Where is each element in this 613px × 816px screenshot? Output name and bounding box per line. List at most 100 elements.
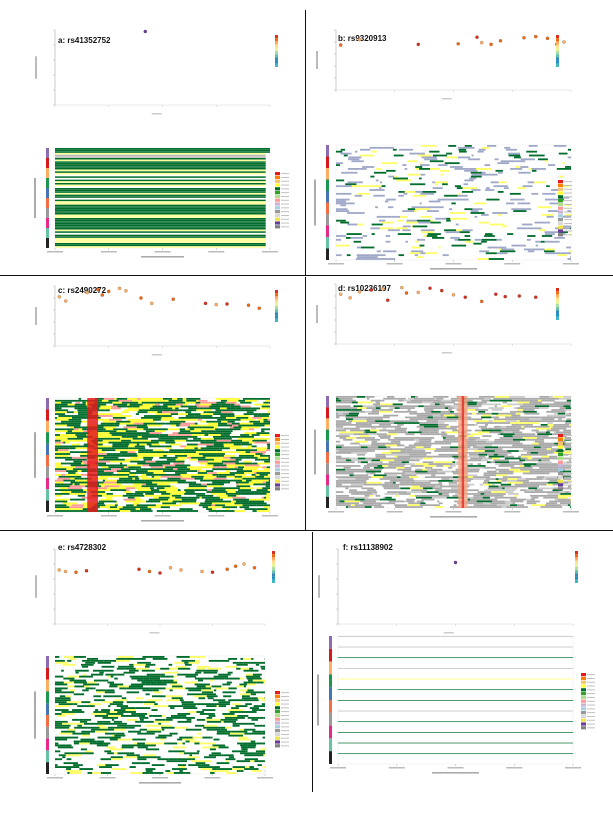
heatmap-cell [476,440,481,443]
heatmap-cell [141,434,155,436]
heatmap-cell [250,693,257,696]
heatmap-cell [90,659,104,662]
heatmap-cell [434,397,437,400]
heatmap-cell [420,229,435,232]
heatmap-cell [228,657,238,660]
heatmap-cell [208,659,215,662]
heatmap-cell [515,166,521,168]
heatmap-cell [532,491,547,493]
heatmap-cell [184,663,192,666]
tissue-track-segment [329,674,332,688]
heatmap-cell [559,231,568,234]
heatmap-cell [336,485,350,488]
heatmap-cell [61,711,72,713]
data-point [562,40,566,44]
heatmap-cell [385,235,391,237]
heatmap-cell [250,451,267,454]
heatmap-cell [547,210,558,212]
heatmap-cell [520,435,534,437]
heatmap-cell [384,493,399,495]
heatmap-cell [121,455,138,457]
heatmap-cell [244,432,257,435]
heatmap-cell [389,483,395,486]
heatmap-cell [528,425,543,428]
heatmap-x-tick-label-mark [506,767,523,769]
heatmap-cell [66,411,74,414]
heatmap-cell [526,489,535,492]
heatmap-cell [356,470,366,473]
heatmap-cell [404,466,412,469]
heatmap-cell [183,705,196,708]
heatmap-cell [396,461,402,464]
heatmap-cell [510,498,513,501]
heatmap-cell [222,462,236,465]
heatmap-cell [407,409,411,411]
data-point [456,42,460,46]
heatmap-cell [370,227,380,230]
heatmap-cell [73,764,81,767]
heatmap-cell [165,481,178,484]
heatmap-cell [494,403,501,406]
heatmap-cell [155,667,161,670]
heatmap-cell [241,748,248,751]
heatmap-cell [470,212,485,214]
heatmap-cell [116,398,125,400]
heatmap-cell [142,464,150,467]
heatmap-cell [426,455,433,458]
heatmap-cell [446,496,462,499]
heatmap-cell [177,738,183,741]
heatmap-x-axis-label-mark [141,256,184,258]
heatmap-cell [478,221,489,224]
heatmap-cell [66,456,72,459]
heatmap-cell [498,502,506,505]
heatmap-cell [197,472,208,474]
heatmap-cell [75,711,85,713]
state-legend-label-mark [281,741,289,743]
heatmap-cell [107,475,114,478]
heatmap-cell [204,756,216,759]
highlight-column [461,396,465,508]
heatmap-cell [442,437,446,439]
heatmap-cell [567,148,571,151]
heatmap-cell [178,413,189,416]
heatmap-cell [265,399,270,402]
heatmap-cell [464,145,472,147]
heatmap-cell [117,724,120,727]
heatmap-cell [569,412,571,415]
heatmap-cell [98,464,110,467]
heatmap-cell [443,438,457,441]
heatmap-cell [427,470,438,473]
heatmap-cell [341,405,351,408]
heatmap-cell [438,246,441,249]
heatmap-cell [397,424,404,426]
heatmap-cell [218,726,226,729]
heatmap-cell [502,476,507,479]
heatmap-cell [540,450,557,452]
heatmap-x-tick-label-mark [152,777,168,779]
heatmap-cell [514,433,530,436]
heatmap-cell [55,656,60,658]
heatmap-cell [364,506,372,508]
heatmap-cell [157,479,173,482]
heatmap-cell [527,250,535,253]
heatmap-cell [243,669,259,672]
heatmap-cell [343,412,349,415]
heatmap-cell [153,691,163,694]
heatmap-cell [55,489,68,492]
heatmap-cell [85,750,93,753]
heatmap-cell [522,403,532,406]
heatmap-cell [116,415,132,417]
heatmap-cell [67,675,80,678]
heatmap-cell [118,665,130,668]
heatmap-cell [450,485,458,488]
heatmap-cell [340,221,350,224]
heatmap-cell [255,691,265,694]
heatmap-cell [103,398,115,400]
heatmap-cell [489,399,498,402]
heatmap-cell [143,703,155,706]
heatmap-cell [150,466,164,469]
heatmap-cell [161,460,178,463]
heatmap-cell [58,464,62,467]
heatmap-cell [152,430,155,433]
state-legend-swatch [275,475,280,479]
